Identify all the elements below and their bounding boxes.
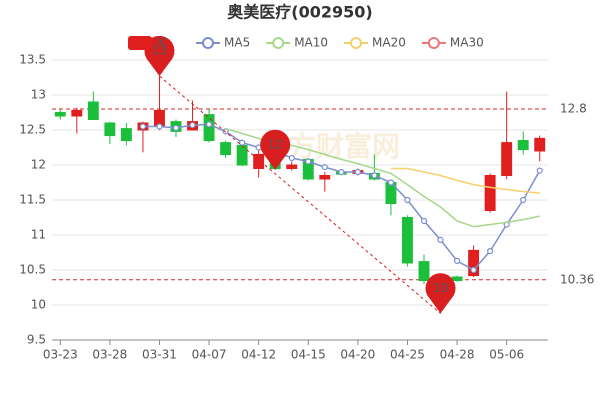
- candle-body: [203, 114, 215, 141]
- ma-point: [520, 196, 527, 204]
- legend-icon: [272, 37, 285, 49]
- legend-icon: [427, 37, 440, 49]
- ma-point: [205, 121, 213, 128]
- ma-line: [390, 167, 540, 194]
- ref-label: 10.36: [560, 272, 594, 286]
- candle-body: [87, 101, 99, 120]
- trend-line: [159, 75, 441, 314]
- ma-point: [305, 158, 312, 165]
- candle-body: [120, 128, 132, 142]
- x-tick-label: 04-15: [291, 348, 326, 362]
- legend-label: K: [158, 36, 167, 50]
- x-tick-label: 04-12: [241, 348, 276, 362]
- y-tick-label: 10: [31, 298, 46, 312]
- ma-point: [470, 266, 477, 274]
- ma-point: [420, 217, 428, 225]
- y-tick-label: 13: [31, 88, 46, 102]
- ma-point: [437, 236, 444, 243]
- ma-point: [321, 164, 328, 171]
- candle-body: [54, 112, 66, 117]
- annotation-pin: [425, 273, 456, 314]
- candle-body: [319, 175, 331, 180]
- y-tick-label: 12.5: [19, 123, 46, 137]
- chart-title: 奥美医疗(002950): [227, 3, 372, 22]
- candle-body: [104, 122, 116, 137]
- y-tick-label: 10.5: [19, 263, 46, 277]
- candle-body: [517, 140, 529, 151]
- legend-icon: [128, 36, 152, 50]
- y-tick-label: 9.5: [27, 333, 46, 347]
- legend-label: MA20: [372, 36, 406, 50]
- ma-point: [172, 124, 180, 132]
- legend-label: MA10: [294, 36, 328, 50]
- x-tick-label: 04-25: [390, 348, 425, 362]
- ma-point: [354, 168, 361, 176]
- annotation-label: 13: [152, 44, 167, 58]
- ma-point: [288, 154, 295, 162]
- x-tick-label: 03-31: [142, 348, 177, 362]
- y-tick-label: 11.5: [19, 193, 46, 207]
- legend-label: MA5: [224, 36, 250, 50]
- candle-body: [220, 142, 232, 156]
- candle-body: [253, 154, 265, 169]
- y-tick-label: 13.5: [19, 53, 46, 67]
- ma-point: [338, 168, 345, 176]
- x-tick-label: 05-06: [489, 348, 524, 362]
- ma-point: [139, 123, 147, 130]
- candle-body: [468, 249, 480, 277]
- candle-body: [71, 109, 83, 117]
- ma-point: [404, 196, 411, 204]
- annotation-label: 12: [268, 137, 283, 151]
- candle-body: [534, 137, 546, 152]
- candle-body: [418, 261, 430, 282]
- ref-label: 12.8: [560, 102, 587, 116]
- y-tick-label: 11: [31, 228, 46, 242]
- x-tick-label: 03-23: [43, 348, 78, 362]
- y-tick-label: 12: [31, 158, 46, 172]
- annotation-label: 10: [433, 281, 448, 295]
- candle-body: [451, 276, 463, 281]
- candle-body: [286, 164, 298, 169]
- candle-body: [236, 144, 248, 166]
- ma-point: [371, 172, 378, 179]
- ma-point: [487, 248, 494, 255]
- candle-body: [501, 142, 513, 177]
- legend-icon: [350, 37, 363, 49]
- legend-icon: [202, 37, 214, 49]
- legend-label: MA30: [450, 36, 484, 50]
- candle-body: [484, 175, 496, 211]
- ma-point: [387, 179, 395, 186]
- ma-point: [189, 121, 196, 129]
- ma-point: [156, 123, 163, 130]
- annotation-pin: [260, 129, 291, 170]
- x-tick-label: 04-20: [340, 348, 375, 362]
- ma-point: [239, 139, 246, 146]
- x-tick-label: 03-28: [92, 348, 127, 362]
- x-tick-label: 04-28: [440, 348, 475, 362]
- ma-point: [536, 167, 543, 174]
- ma-point: [453, 257, 461, 264]
- candle-body: [402, 217, 413, 264]
- x-tick-label: 04-07: [192, 348, 227, 362]
